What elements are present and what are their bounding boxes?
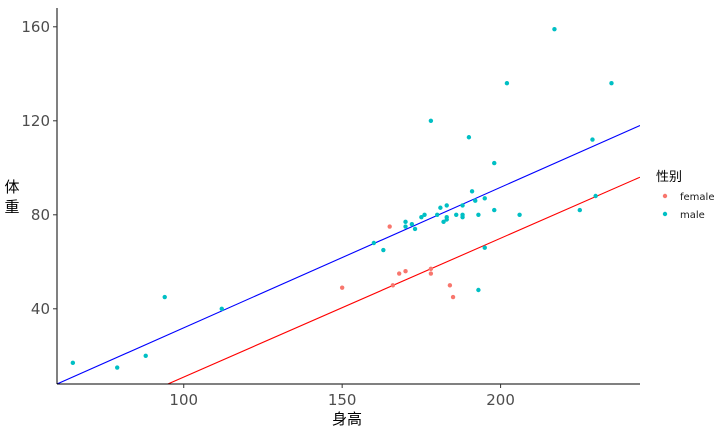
point-female (403, 269, 408, 274)
y-axis-title: 体重 (4, 178, 19, 216)
point-male (70, 360, 76, 366)
point-male (517, 212, 522, 217)
x-tick-label: 100 (169, 391, 198, 409)
point-male (476, 212, 481, 217)
point-male (441, 219, 446, 225)
point-female (428, 271, 434, 276)
point-male (492, 207, 497, 213)
x-tick-label: 200 (486, 391, 515, 409)
point-male (115, 365, 120, 370)
point-male (482, 245, 487, 250)
y-tick-label: 80 (31, 206, 50, 224)
point-male (454, 212, 459, 217)
legend-label-male: male (680, 210, 705, 221)
point-male (577, 207, 582, 213)
fit-lines (57, 124, 640, 384)
y-tick-label: 40 (31, 300, 50, 318)
point-male (438, 205, 443, 210)
point-male (219, 306, 224, 311)
point-female (447, 283, 453, 288)
point-male (162, 294, 167, 300)
point-male (590, 137, 595, 142)
point-male (492, 160, 497, 166)
point-male (409, 222, 415, 227)
point-female (450, 294, 456, 300)
x-tick-label: 150 (328, 391, 357, 409)
point-male (428, 118, 434, 124)
legend-label-female: female (680, 192, 714, 203)
point-female (387, 224, 392, 229)
point-male (444, 203, 449, 208)
point-male (466, 135, 472, 140)
legend: 性别 female male (656, 170, 714, 221)
point-male (444, 217, 449, 222)
point-male (403, 224, 408, 229)
point-male (403, 219, 408, 225)
point-female (396, 271, 402, 276)
data-points (70, 26, 614, 370)
point-male (476, 287, 481, 293)
point-male (482, 196, 487, 201)
point-male (469, 189, 475, 194)
point-male (593, 193, 598, 199)
axes (56, 8, 640, 385)
point-female (428, 266, 434, 272)
fit-line-female (167, 176, 640, 384)
point-male (473, 198, 478, 203)
point-male (381, 247, 386, 253)
y-axis-title-char: 体 (4, 178, 19, 196)
point-male (412, 226, 418, 232)
point-male (552, 26, 557, 32)
y-axis-title-char: 重 (4, 198, 19, 216)
axis-ticks: 100 150 200 40 80 120 160 (21, 18, 515, 409)
x-axis-title: 身高 (332, 410, 362, 428)
point-male (435, 212, 440, 217)
point-male (371, 240, 377, 246)
point-male (419, 214, 424, 220)
point-male (143, 353, 148, 358)
fit-line-male (57, 124, 640, 384)
y-tick-label: 120 (21, 112, 50, 130)
point-male (504, 81, 510, 86)
point-male (460, 214, 465, 220)
legend-key-female (662, 193, 668, 199)
legend-key-male (662, 211, 668, 217)
point-female (339, 285, 345, 290)
legend-title: 性别 (656, 170, 682, 185)
point-male (422, 212, 427, 217)
point-female (390, 283, 396, 288)
point-male (460, 203, 465, 208)
y-tick-label: 160 (21, 18, 50, 36)
point-male (609, 81, 614, 86)
